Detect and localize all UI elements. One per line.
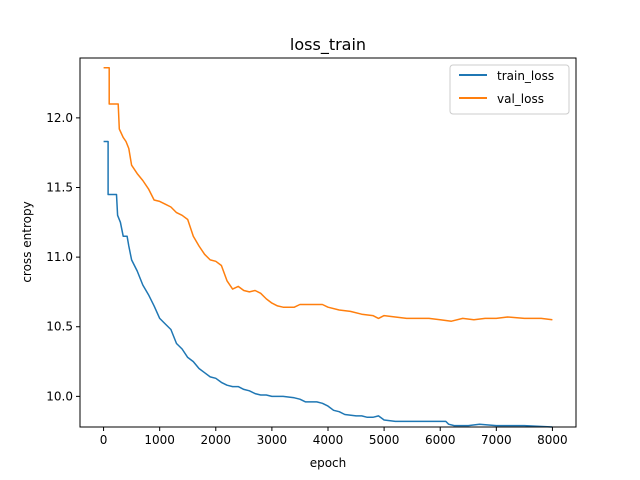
- chart-title: loss_train: [290, 35, 366, 55]
- legend: train_loss val_loss: [449, 64, 570, 115]
- legend-label-val-loss: val_loss: [497, 92, 544, 106]
- y-tick-label: 11.0: [46, 250, 73, 264]
- x-axis-ticks: 0 1000 2000 3000 4000 5000 6000 7000 8000: [100, 427, 568, 447]
- y-axis-ticks: 10.0 10.5 11.0 11.5 12.0: [46, 111, 80, 403]
- x-tick-label: 6000: [425, 433, 456, 447]
- y-tick-label: 12.0: [46, 111, 73, 125]
- series-line-val-loss: [103, 66, 553, 322]
- x-tick-label: 2000: [201, 433, 232, 447]
- x-tick-label: 8000: [537, 433, 568, 447]
- legend-box: [449, 64, 570, 115]
- x-tick-label: 3000: [257, 433, 288, 447]
- legend-label-train-loss: train_loss: [497, 69, 554, 83]
- x-tick-label: 5000: [369, 433, 400, 447]
- series-layer: [103, 66, 553, 428]
- y-axis-label: cross entropy: [20, 201, 34, 282]
- x-tick-label: 1000: [144, 433, 175, 447]
- y-tick-label: 10.0: [46, 389, 73, 403]
- y-tick-label: 10.5: [46, 320, 73, 334]
- x-axis-label: epoch: [310, 456, 347, 470]
- x-tick-label: 0: [100, 433, 108, 447]
- x-tick-label: 7000: [481, 433, 512, 447]
- series-line-train-loss: [103, 140, 553, 428]
- x-tick-label: 4000: [313, 433, 344, 447]
- y-tick-label: 11.5: [46, 180, 73, 194]
